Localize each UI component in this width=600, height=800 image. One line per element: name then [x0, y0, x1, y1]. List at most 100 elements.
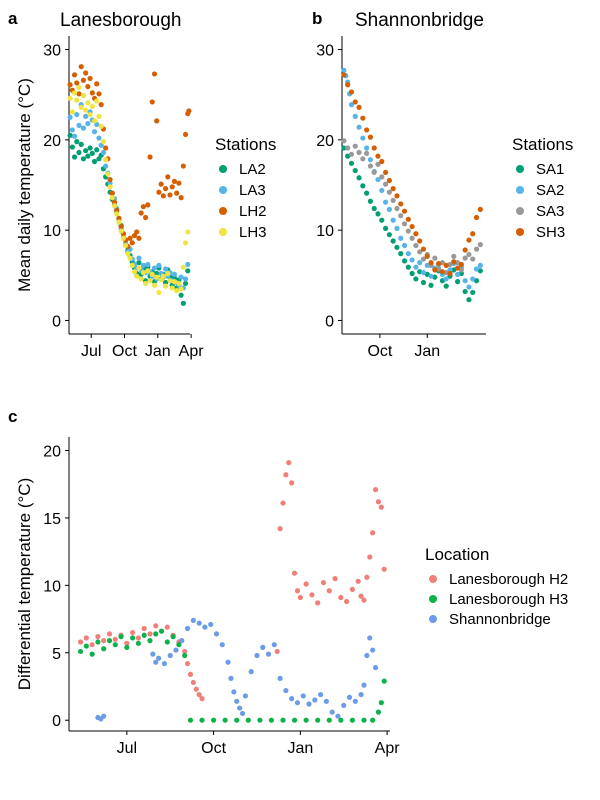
- data-point: [379, 159, 384, 164]
- data-point: [304, 718, 309, 723]
- data-point: [107, 177, 112, 182]
- data-point: [165, 174, 170, 179]
- data-point: [153, 623, 158, 628]
- data-point: [84, 643, 89, 648]
- data-point: [142, 633, 147, 638]
- data-point: [147, 154, 152, 159]
- data-point: [358, 692, 363, 697]
- chart-title: Lanesborough: [60, 10, 182, 31]
- data-point: [387, 207, 392, 212]
- data-point: [379, 700, 384, 705]
- series-lanesborough-h2: [78, 460, 387, 701]
- data-point: [406, 228, 411, 233]
- series-sa3: [341, 138, 483, 275]
- data-point: [350, 718, 355, 723]
- legend-label: SH3: [536, 224, 565, 241]
- data-point: [220, 642, 225, 647]
- data-point: [167, 278, 172, 283]
- data-point: [76, 150, 81, 155]
- data-point: [387, 178, 392, 183]
- data-point: [341, 703, 346, 708]
- data-point: [183, 281, 188, 286]
- data-point: [194, 687, 199, 692]
- data-point: [338, 595, 343, 600]
- data-point: [101, 714, 106, 719]
- data-point: [225, 660, 230, 665]
- data-point: [103, 157, 108, 162]
- data-point: [345, 145, 350, 150]
- data-point: [85, 100, 90, 105]
- data-point: [68, 82, 73, 87]
- data-point: [153, 631, 158, 636]
- data-point: [165, 625, 170, 630]
- data-point: [70, 144, 75, 149]
- panel-letter-c: c: [8, 407, 17, 426]
- data-point: [455, 272, 460, 277]
- data-point: [119, 228, 124, 233]
- legend-label: SA3: [536, 203, 564, 220]
- data-point: [90, 90, 95, 95]
- data-point: [130, 630, 135, 635]
- data-point: [295, 588, 300, 593]
- data-point: [185, 268, 190, 273]
- data-point: [161, 274, 166, 279]
- data-point: [391, 186, 396, 191]
- data-point: [375, 154, 380, 159]
- data-point: [368, 163, 373, 168]
- data-point: [428, 274, 433, 279]
- data-point: [283, 472, 288, 477]
- data-point: [171, 634, 176, 639]
- series-sa1: [341, 145, 483, 302]
- data-point: [318, 692, 323, 697]
- data-point: [254, 653, 259, 658]
- x-tick-label: Oct: [201, 740, 226, 757]
- data-point: [214, 631, 219, 636]
- data-point: [165, 639, 170, 644]
- data-point: [349, 152, 354, 157]
- data-point: [165, 271, 170, 276]
- data-point: [234, 699, 239, 704]
- data-point: [413, 276, 418, 281]
- legend-label: LA3: [239, 182, 266, 199]
- series-shannonbridge: [95, 618, 378, 722]
- data-point: [123, 243, 128, 248]
- data-point: [68, 96, 73, 101]
- panel-letter-b: b: [312, 9, 322, 28]
- data-point: [156, 263, 161, 268]
- data-point: [249, 669, 254, 674]
- data-point: [283, 688, 288, 693]
- data-point: [92, 129, 97, 134]
- data-point: [132, 269, 137, 274]
- panel-c: 05101520Jul Oct Jan AprDifferential tempera…: [15, 437, 568, 757]
- y-tick-label: 10: [43, 223, 61, 240]
- data-point: [375, 211, 380, 216]
- data-point: [451, 254, 456, 259]
- data-point: [163, 266, 168, 271]
- x-tick-label: Jan: [145, 343, 171, 360]
- data-point: [76, 123, 81, 128]
- data-point: [179, 195, 184, 200]
- data-point: [110, 195, 115, 200]
- data-point: [394, 206, 399, 211]
- data-point: [266, 652, 271, 657]
- data-point: [162, 661, 167, 666]
- data-point: [231, 689, 236, 694]
- data-point: [186, 108, 191, 113]
- data-point: [176, 281, 181, 286]
- data-point: [466, 284, 471, 289]
- data-point: [130, 635, 135, 640]
- data-point: [79, 64, 84, 69]
- data-point: [391, 198, 396, 203]
- data-point: [172, 272, 177, 277]
- data-point: [246, 718, 251, 723]
- legend-swatch: [429, 615, 437, 623]
- data-point: [466, 237, 471, 242]
- data-point: [174, 288, 179, 293]
- legend-label: LH3: [239, 224, 267, 241]
- data-point: [364, 191, 369, 196]
- data-point: [356, 125, 361, 130]
- legend-label: LA2: [239, 161, 266, 178]
- data-point: [474, 247, 479, 252]
- data-point: [79, 142, 84, 147]
- data-point: [292, 718, 297, 723]
